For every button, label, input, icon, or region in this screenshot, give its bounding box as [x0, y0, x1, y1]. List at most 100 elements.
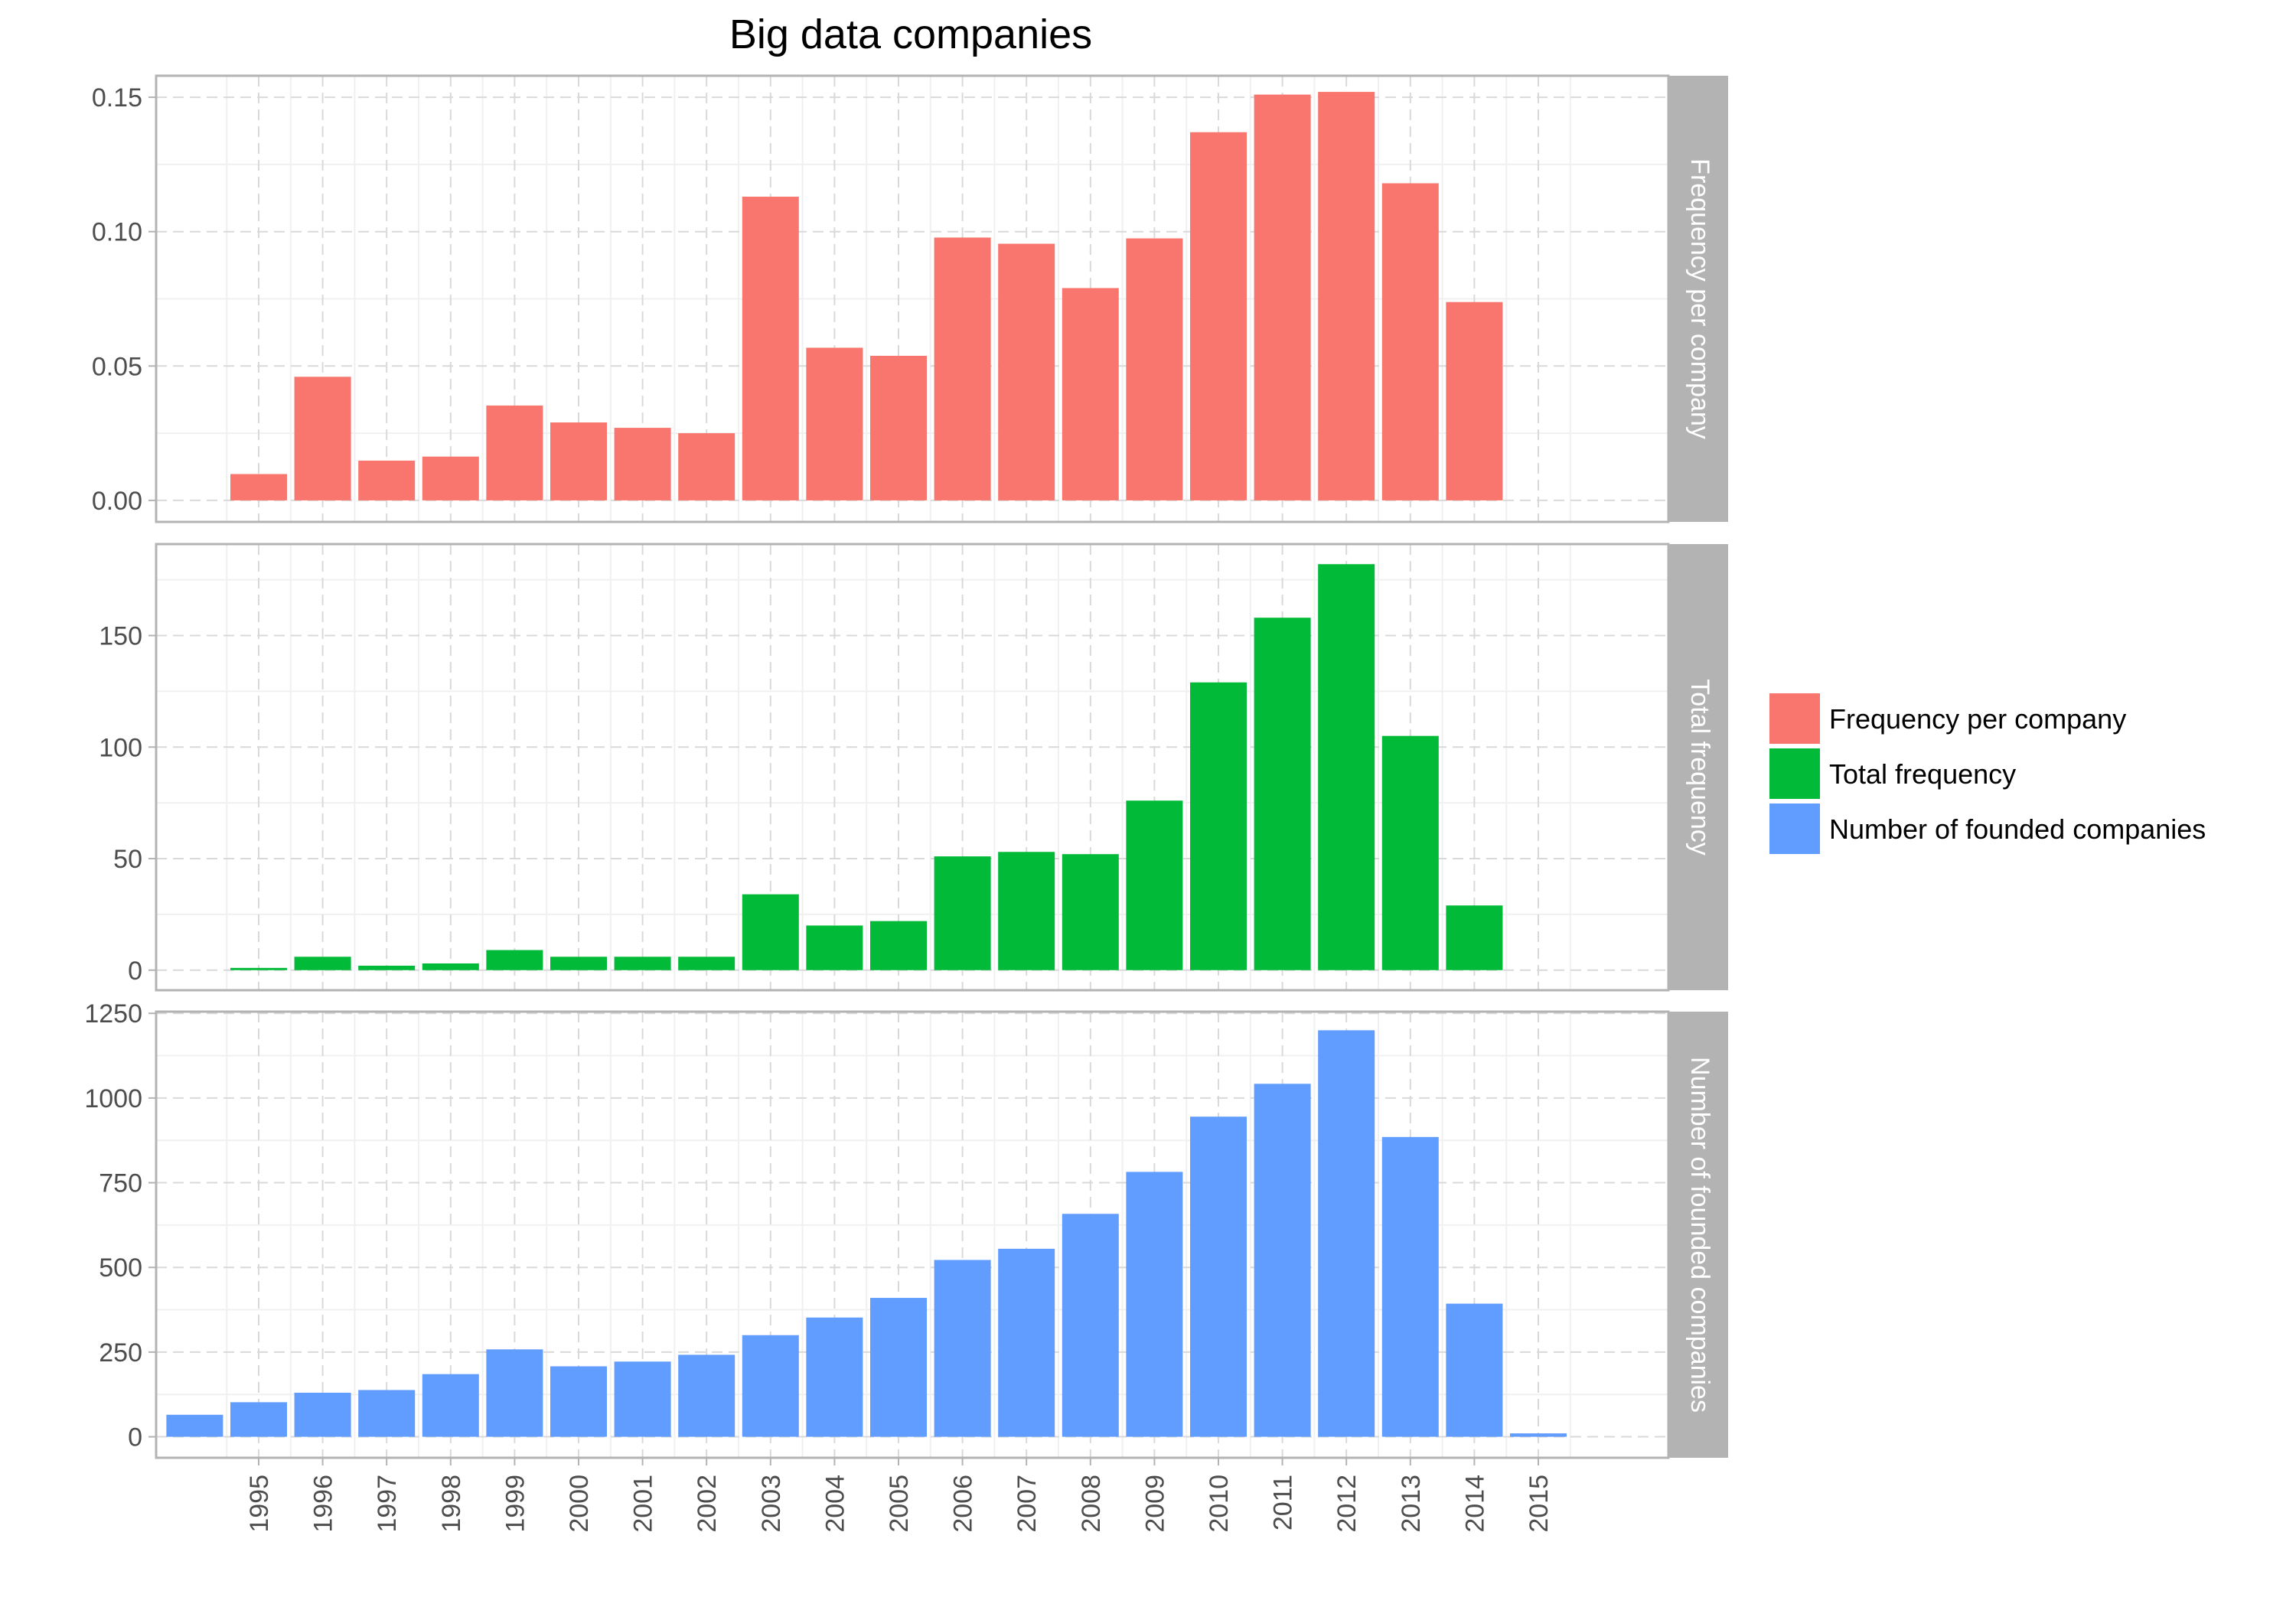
x-tick-label: 2006 [949, 1475, 978, 1533]
bar [742, 894, 799, 970]
bar [806, 1317, 863, 1437]
x-tick-label: 2011 [1269, 1475, 1298, 1530]
bar [614, 428, 671, 500]
legend-label: Number of founded companies [1829, 813, 2206, 845]
facet-strip-label: Total frequency [1685, 679, 1714, 856]
bar [550, 422, 607, 500]
bar [1254, 94, 1311, 500]
bar [166, 1414, 223, 1437]
facet-strip [1668, 1012, 1728, 1458]
y-tick-label: 0.05 [92, 352, 142, 381]
legend-item: Number of founded companies [1769, 804, 2206, 854]
y-tick-label: 750 [99, 1169, 142, 1198]
x-tick-label: 2008 [1077, 1475, 1106, 1533]
chart-panels: 0.00 0.05 0.10 0.15 Frequency per company 0 50… [84, 74, 1728, 1459]
facet-strip-label: Frequency per company [1685, 158, 1714, 439]
bar [678, 1354, 735, 1437]
y-tick-label: 250 [99, 1338, 142, 1367]
x-tick-label: 1999 [501, 1475, 530, 1533]
bar [230, 967, 287, 970]
bar [742, 197, 799, 500]
bar [998, 243, 1055, 500]
bar [934, 1260, 991, 1437]
bar [1510, 1433, 1567, 1437]
bar [1190, 132, 1247, 500]
facet-strip [1668, 76, 1728, 522]
bar [1381, 183, 1439, 500]
bar [1062, 854, 1119, 970]
bar [1190, 1116, 1247, 1437]
bar [486, 950, 543, 970]
facet-strip-label: Number of founded companies [1685, 1057, 1714, 1413]
bar [934, 856, 991, 970]
bar [1126, 800, 1183, 970]
legend-swatch [1769, 693, 1820, 744]
x-tick-label: 2009 [1140, 1475, 1169, 1533]
bar [230, 1402, 287, 1437]
x-axis: 1995 1996 1997 1998 1999 2000 2001 2002 2003 2004… [245, 1458, 1554, 1533]
bar [358, 965, 416, 970]
x-tick-label: 2004 [820, 1475, 850, 1533]
y-tick-label: 0 [128, 957, 142, 986]
bar [806, 347, 863, 500]
x-tick-label: 2003 [757, 1475, 786, 1533]
bar [1254, 1084, 1311, 1437]
legend-swatch [1769, 804, 1820, 854]
bar [678, 433, 735, 500]
bar [1062, 1214, 1119, 1437]
bar [1446, 302, 1503, 500]
facet-strip [1668, 544, 1728, 990]
bar [294, 376, 351, 500]
y-tick-label: 100 [99, 733, 142, 762]
bar [614, 957, 671, 970]
y-tick-label: 0.15 [92, 83, 142, 112]
legend-item: Frequency per company [1769, 693, 2126, 744]
panel-1: 0.00 0.05 0.10 0.15 Frequency per company [92, 74, 1728, 523]
bar [870, 1298, 927, 1437]
x-tick-label: 2007 [1013, 1475, 1042, 1533]
y-tick-label: 500 [99, 1253, 142, 1283]
bar [870, 355, 927, 500]
chart-title: Big data companies [729, 11, 1092, 57]
bar [1381, 1136, 1439, 1437]
bar [1318, 564, 1375, 970]
bar [422, 963, 479, 970]
x-tick-label: 2005 [885, 1475, 914, 1533]
bar [998, 1248, 1055, 1437]
bar [1318, 1030, 1375, 1437]
bar [550, 1366, 607, 1437]
x-tick-label: 1997 [373, 1475, 402, 1533]
bar [294, 1393, 351, 1437]
bar [1318, 92, 1375, 500]
x-tick-label: 2000 [565, 1475, 594, 1533]
legend-item: Total frequency [1769, 748, 2016, 799]
bar [550, 957, 607, 970]
bar [422, 1374, 479, 1437]
bar [870, 921, 927, 970]
bar [1446, 1303, 1503, 1437]
legend-label: Frequency per company [1829, 703, 2126, 735]
y-tick-label: 0.00 [92, 487, 142, 516]
bar [358, 1390, 416, 1437]
x-tick-label: 1995 [245, 1475, 274, 1533]
y-tick-label: 1250 [84, 999, 142, 1028]
bar [230, 474, 287, 500]
bar [486, 405, 543, 500]
bar [1254, 618, 1311, 970]
y-tick-label: 50 [113, 845, 142, 874]
bar [1446, 905, 1503, 970]
bar [678, 957, 735, 970]
panel-2: 0 50 100 150 Total frequency [99, 543, 1728, 992]
bar [1062, 288, 1119, 500]
bar [934, 237, 991, 500]
bar [1126, 1172, 1183, 1437]
x-tick-label: 2002 [693, 1475, 722, 1533]
x-tick-label: 2014 [1460, 1475, 1489, 1533]
x-tick-label: 2015 [1525, 1475, 1554, 1533]
bar [1190, 682, 1247, 970]
bar [486, 1349, 543, 1437]
y-tick-label: 0 [128, 1423, 142, 1452]
x-tick-label: 2012 [1332, 1475, 1362, 1533]
x-tick-label: 2013 [1397, 1475, 1426, 1533]
bar [358, 460, 416, 500]
